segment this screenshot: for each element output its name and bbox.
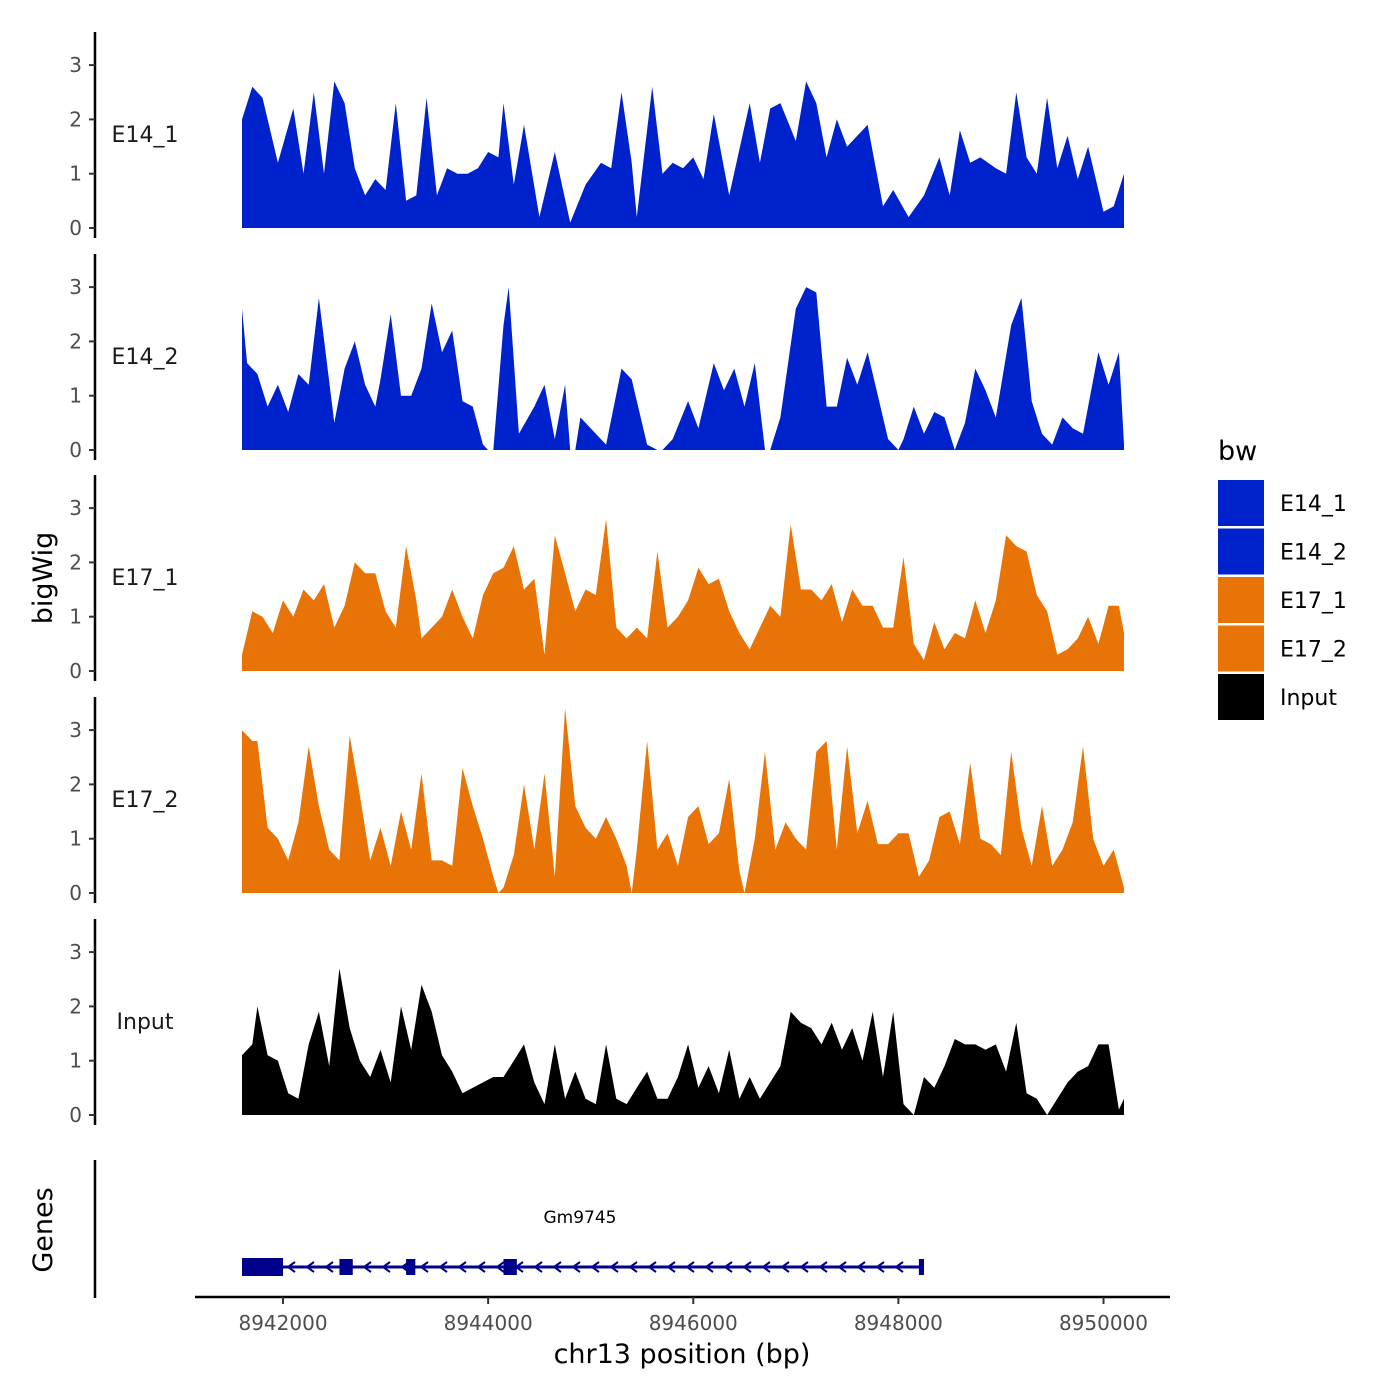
strand-chevron [837,1261,847,1273]
y-tick-label: 0 [69,438,82,462]
track-label-E17_2: E17_2 [112,788,179,813]
strand-chevron [324,1261,334,1273]
y-tick-label: 0 [69,1103,82,1127]
strand-chevron [628,1261,638,1273]
y-tick-label: 0 [69,216,82,240]
x-axis: 8942000 8944000 8946000 8948000 8950000 [195,1295,1170,1335]
y-tick-label: 3 [69,275,82,299]
y-tick-label: 2 [69,772,82,796]
strand-chevron [381,1261,391,1273]
y-tick-label: 2 [69,329,82,353]
y-tick-label: 2 [69,994,82,1018]
strand-chevron [495,1261,505,1273]
gene-track-panel: Gm9745 [93,1160,925,1298]
area-series-E17_1 [242,519,1124,671]
legend-label-E17_1: E17_1 [1280,589,1347,614]
y-tick-label: 0 [69,881,82,905]
y-tick-label: 1 [69,1049,82,1073]
legend-label-E14_2: E14_2 [1280,541,1347,566]
x-tick-label: 8944000 [444,1311,533,1335]
y-tick-label: 1 [69,605,82,629]
strand-chevron [799,1261,809,1273]
y-tick-label: 2 [69,107,82,131]
y-tick-label: 1 [69,384,82,408]
x-tick-label: 8946000 [649,1311,738,1335]
strand-chevron [457,1261,467,1273]
strand-chevron [723,1261,733,1273]
gene-name-label: Gm9745 [544,1208,617,1228]
strand-chevron [685,1261,695,1273]
y-tick-label: 3 [69,53,82,77]
strand-chevron [609,1261,619,1273]
area-series-E17_2 [242,708,1124,893]
track-label-E14_2: E14_2 [112,345,179,370]
gene-exon [503,1259,517,1275]
strand-chevron [590,1261,600,1273]
strand-chevron [742,1261,752,1273]
x-tick-label: 8950000 [1059,1311,1148,1335]
x-axis-title: chr13 position (bp) [554,1339,811,1370]
legend-label-E17_2: E17_2 [1280,638,1347,663]
strand-chevron [856,1261,866,1273]
genes-axis-title: Genes [28,1187,59,1272]
legend-label-Input: Input [1280,686,1337,711]
strand-chevron [704,1261,714,1273]
strand-chevron [286,1261,296,1273]
gene-exon [918,1259,925,1275]
legend-title: bw [1218,436,1257,467]
legend-swatch-E17_2 [1218,625,1264,672]
legend-swatch-Input [1218,674,1264,720]
strand-chevron [875,1261,885,1273]
track-E14_2: 0 1 2 3 E14_2 [69,254,1124,462]
track-E17_2: 0 1 2 3 E17_2 [69,697,1124,905]
legend-swatch-E17_1 [1218,577,1264,623]
legend-swatch-E14_1 [1218,480,1264,526]
strand-chevron [666,1261,676,1273]
y-tick-label: 0 [69,659,82,683]
track-label-E14_1: E14_1 [112,123,179,148]
area-series-Input [242,968,1124,1115]
area-series-E14_2 [242,287,1124,450]
strand-chevron [552,1261,562,1273]
legend: bw E14_1 E14_2 E17_1 E17_2 Input [1218,436,1347,720]
legend-label-E14_1: E14_1 [1280,492,1347,517]
strand-chevron [533,1261,543,1273]
gene-exon [406,1259,416,1275]
strand-chevron [571,1261,581,1273]
legend-swatch-E14_2 [1218,528,1264,575]
strand-chevron [419,1261,429,1273]
y-tick-label: 1 [69,827,82,851]
strand-chevron [780,1261,790,1273]
track-panels: 0 1 2 3 E14_1 0 1 2 3 E14_2 0 1 2 3 E17_1 0 1 2 3 E17_2 0 1 2 3… [69,32,1124,1127]
strand-chevron [818,1261,828,1273]
strand-chevron [761,1261,771,1273]
gene-exon [339,1259,353,1275]
x-tick-label: 8948000 [854,1311,943,1335]
strand-chevron [476,1261,486,1273]
y-tick-label: 2 [69,550,82,574]
gene-exon [242,1258,284,1276]
strand-chevron [438,1261,448,1273]
track-label-Input: Input [117,1010,174,1035]
strand-chevron [894,1261,904,1273]
y-axis-title: bigWig [28,532,59,625]
track-Input: 0 1 2 3 Input [69,919,1124,1127]
strand-chevron [362,1261,372,1273]
track-E14_1: 0 1 2 3 E14_1 [69,32,1124,240]
y-tick-label: 3 [69,496,82,520]
track-label-E17_1: E17_1 [112,566,179,591]
y-tick-label: 3 [69,718,82,742]
track-E17_1: 0 1 2 3 E17_1 [69,475,1124,683]
y-tick-label: 3 [69,940,82,964]
strand-chevron [647,1261,657,1273]
strand-chevron [305,1261,315,1273]
y-tick-label: 1 [69,162,82,186]
x-tick-label: 8942000 [238,1311,327,1335]
area-series-E14_1 [242,81,1124,229]
